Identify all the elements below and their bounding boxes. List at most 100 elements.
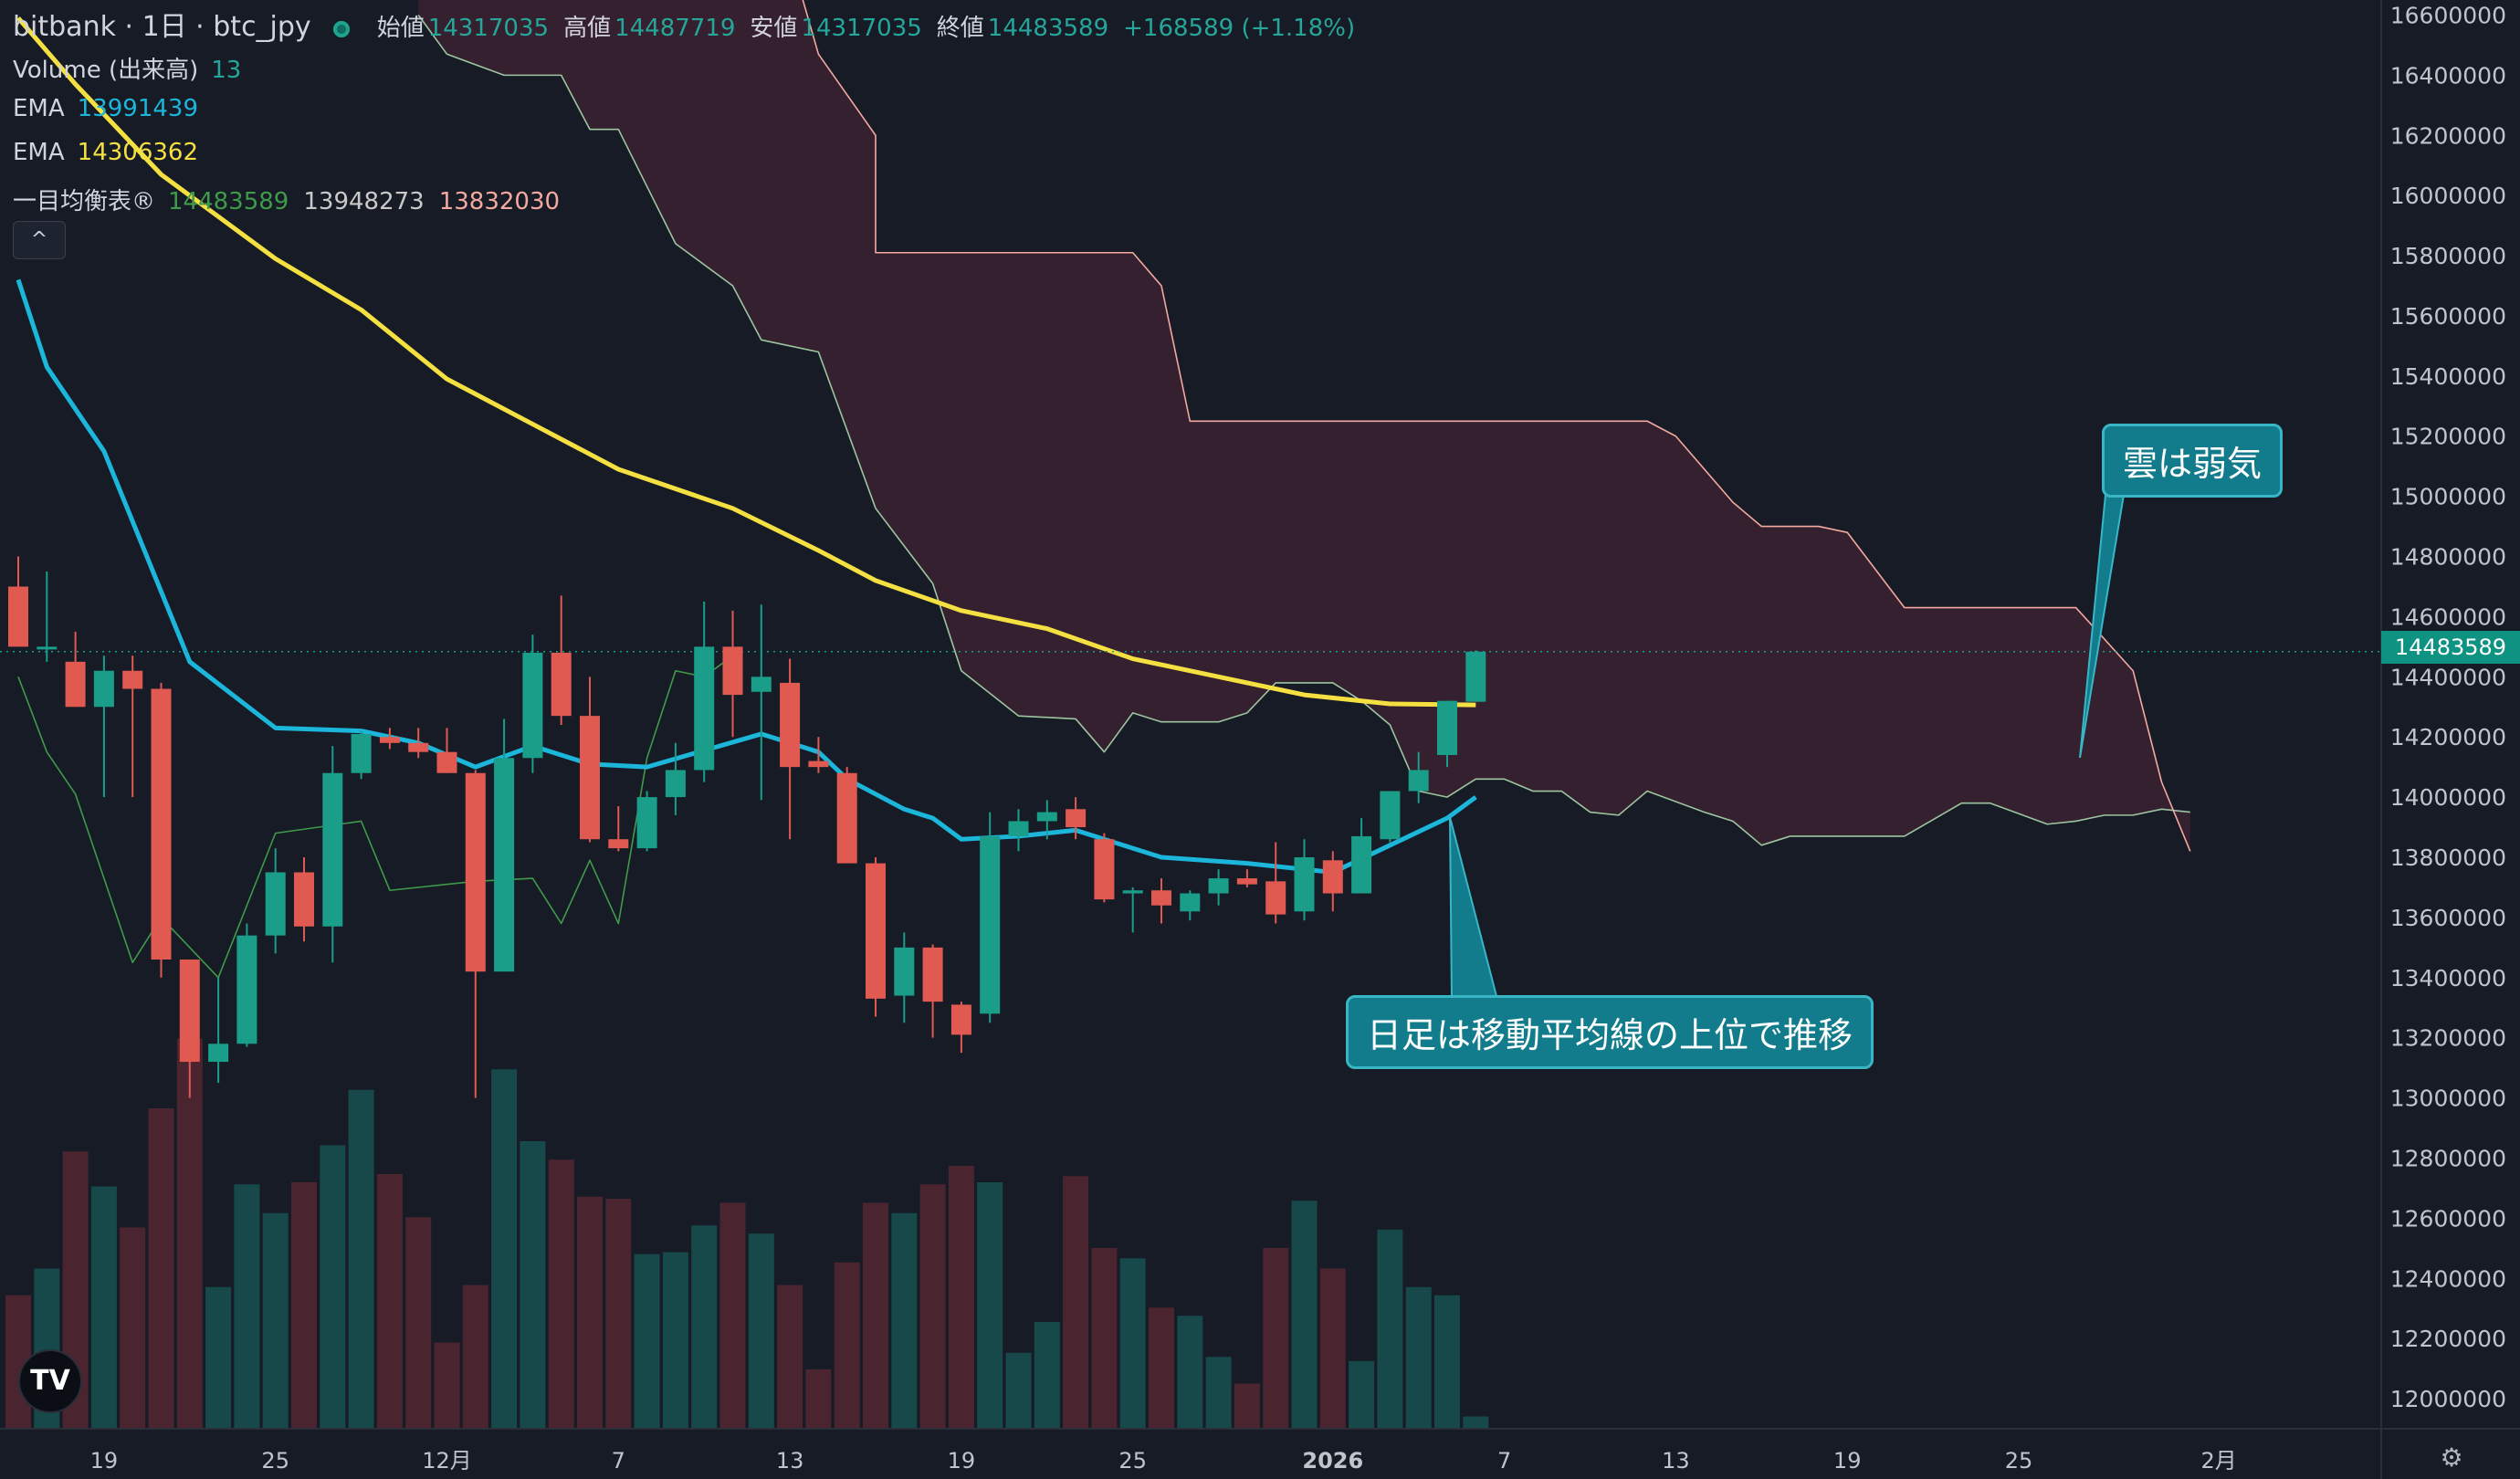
volume-bar [948,1166,974,1429]
price-tick-label: 12200000 [2390,1326,2506,1352]
price-tick-label: 16400000 [2390,62,2506,89]
candle-body [1351,835,1372,894]
candle-body [408,742,429,752]
time-tick-label: 13 [1662,1448,1690,1474]
time-tick-label: 2026 [1302,1448,1363,1474]
price-tick-label: 13000000 [2390,1086,2506,1112]
candle-body [1122,890,1143,894]
price-tick-label: 14000000 [2390,784,2506,811]
candle-body [1094,839,1115,900]
candle-body [494,758,515,972]
cloud-annotation: 雲は弱気 [2102,424,2284,498]
volume-bar [777,1285,803,1429]
time-tick-label: 19 [1833,1448,1862,1474]
volume-bar [719,1202,746,1429]
volume-value: 13 [211,57,242,84]
volume-bar [205,1286,232,1429]
ichimoku-label: 一目均衡表® [13,188,156,215]
time-axis[interactable]: 19 25 12月 7 13 19 25 2026 7 13 19 25 2月 [0,1428,2520,1474]
symbol-legend: bitbank · 1日 · btc_jpy 始値 14317035 高値 14… [13,4,1370,44]
price-tick-label: 16000000 [2390,183,2506,209]
ichimoku-cloud [418,0,2190,852]
candle-body [151,688,172,960]
daily-annotation-pointer [1449,816,1499,1001]
candle-body [1151,890,1171,906]
daily-annotation: 日足は移動平均線の上位で推移 [1346,995,1874,1069]
symbol-title[interactable]: bitbank · 1日 · btc_jpy [13,11,311,43]
open-label: 始値 [376,15,425,42]
volume-bar [805,1369,832,1429]
time-tick-label: 12月 [422,1448,472,1474]
price-tick-label: 12000000 [2390,1386,2506,1412]
volume-bar [1149,1307,1174,1429]
candle-body [65,661,86,708]
collapse-legend-button[interactable]: ^ [13,221,66,259]
price-tick-label: 12800000 [2390,1145,2506,1171]
volume-bar [90,1186,117,1429]
candle-body [208,1044,229,1063]
price-tick-label: 16600000 [2390,2,2506,28]
candle-body [751,677,772,692]
ema-slow-line [16,16,1476,708]
candle-body [922,947,943,1002]
price-tick-label: 15600000 [2390,303,2506,330]
volume-bar [662,1252,688,1429]
volume-bar [548,1159,574,1429]
conversion-line [17,655,733,979]
high-value: 14487719 [614,15,736,42]
time-tick-label: 25 [1118,1448,1147,1474]
volume-bar [1319,1268,1346,1429]
volume-bar [1291,1201,1318,1429]
price-tick-label: 15800000 [2390,243,2506,269]
volume-bar [376,1174,403,1429]
price-tick-label: 12600000 [2390,1205,2506,1232]
price-tick-label: 14600000 [2390,603,2506,630]
candle-body [894,947,915,996]
volume-bar [320,1145,346,1429]
price-tick-label: 13600000 [2390,905,2506,931]
candle-body [436,751,457,773]
ema-slow-legend[interactable]: EMA 14306362 [13,139,213,166]
candle-body [522,652,543,759]
price-tick-label: 15000000 [2390,484,2506,510]
volume-bar [120,1227,146,1429]
price-tick-label: 15400000 [2390,363,2506,390]
ichimoku-legend[interactable]: 一目均衡表® 14483589 13948273 13832030 [13,183,574,216]
ema-slow-label: EMA [13,139,65,166]
candle-body [1008,821,1029,836]
price-tick-label: 14400000 [2390,664,2506,690]
volume-bar [919,1184,946,1429]
time-tick-label: 13 [776,1448,804,1474]
volume-bar [1405,1286,1432,1429]
candle-body [608,839,629,849]
candle-body [1066,809,1087,828]
candle-body [722,646,743,696]
volume-bar [262,1212,289,1429]
change-value: +168589 (+1.18%) [1123,15,1356,42]
volume-bar [1205,1357,1232,1429]
price-axis[interactable]: 12000000 12200000 12400000 12600000 12800000… [2380,0,2520,1479]
time-tick-label: 25 [261,1448,289,1474]
candle-body [179,960,200,1063]
leading-span-b-line [802,0,2191,852]
volume-bar [1005,1352,1032,1429]
price-axis-bg [2381,0,2520,1479]
candle-body [665,770,686,798]
volume-bar [348,1089,374,1429]
low-value: 14317035 [801,15,922,42]
ichimoku-value-1: 14483589 [168,188,289,215]
candle-body [1036,812,1057,822]
volume-bar [1349,1360,1375,1429]
volume-legend[interactable]: Volume (出来高) 13 [13,51,256,85]
ema-fast-legend[interactable]: EMA 13991439 [13,95,213,122]
candle-body [1294,857,1315,912]
candle-body [1180,893,1201,912]
price-tick-label: 13400000 [2390,965,2506,991]
volume-bar [291,1182,317,1429]
market-status-icon [332,21,350,37]
candle-body [866,863,886,999]
settings-gear-icon[interactable]: ⚙ [2440,1442,2463,1473]
volume-bar [634,1253,660,1429]
tradingview-logo-icon[interactable]: TV [18,1349,82,1413]
